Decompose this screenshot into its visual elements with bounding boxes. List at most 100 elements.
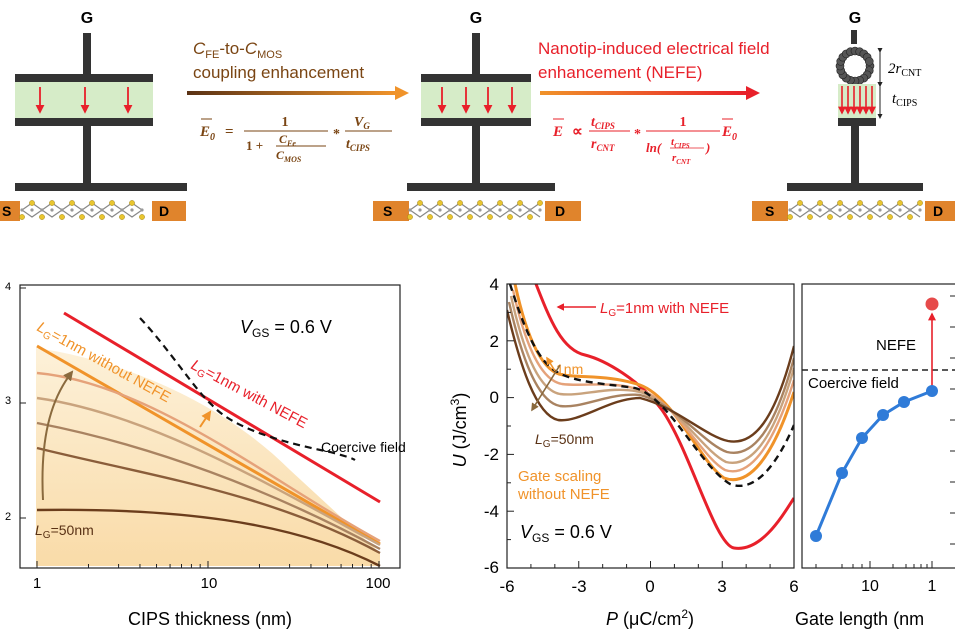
gate-stem-lower [83, 126, 91, 184]
mos2-channel [407, 200, 543, 220]
top-electrode [15, 74, 153, 82]
ytick-3: 3 [5, 395, 11, 407]
svg-text:CMOS: CMOS [276, 148, 302, 164]
cnt-ring [835, 46, 875, 86]
energy-curve-0 [534, 284, 794, 550]
nefe-arrow: Nanotip-induced electrical field enhance… [538, 39, 770, 166]
panel2-ylabel: U (J/cm3) [448, 393, 470, 468]
series-line-5 [36, 446, 381, 555]
svg-text:): ) [705, 140, 710, 155]
source-label: S [2, 203, 11, 219]
svg-text:D: D [555, 203, 565, 219]
svg-text:E0: E0 [199, 124, 215, 143]
gate-length-point-2 [856, 432, 868, 444]
panel3-frame [801, 283, 955, 569]
nefe-gain-arrow [199, 410, 212, 428]
gate-stem [83, 33, 91, 75]
gate-label: G [81, 10, 93, 27]
svg-text:3: 3 [717, 577, 726, 596]
svg-text:-3: -3 [571, 577, 586, 596]
svg-text:=: = [225, 124, 234, 140]
p2-vgs-annotation: VGS = 0.6 V [520, 522, 612, 545]
cnt-diameter-label: 2rCNT [888, 61, 921, 79]
svg-text:-6: -6 [484, 558, 499, 577]
svg-text:tCIPS: tCIPS [671, 136, 690, 150]
nefe-title-line1: Nanotip-induced electrical field [538, 39, 770, 58]
p3-xlabel: Gate length (nm [795, 609, 924, 629]
panel2-yticks: 4 2 0 -2 -4 -6 [484, 275, 499, 577]
device-schematic-1: G S D [0, 10, 187, 221]
gate-length-point-5 [926, 385, 938, 397]
svg-text:-6: -6 [499, 577, 514, 596]
xtick-1: 1 [33, 575, 41, 592]
gate-length-point-4 [898, 396, 910, 408]
svg-text:D: D [933, 203, 943, 219]
p3-xtick-10: 10 [861, 578, 879, 595]
svg-text:∝: ∝ [572, 124, 583, 140]
svg-text:tCIPS: tCIPS [591, 115, 615, 131]
p2-with-nefe-label: LG=1nm with NEFE [600, 300, 729, 319]
p3-coercive-label: Coercive field [808, 375, 899, 392]
drain-pad [152, 201, 186, 221]
p3-nefe-label: NEFE [876, 337, 916, 354]
gate-length-line [814, 389, 933, 537]
p2-1nm-label: 1nm [556, 361, 583, 377]
svg-text:1: 1 [282, 115, 289, 130]
mos2-channel [787, 200, 923, 220]
svg-text:-2: -2 [484, 445, 499, 464]
svg-text:E0: E0 [721, 124, 737, 143]
panel2-ticks [506, 283, 795, 569]
equation-e: E ∝ tCIPS rCNT * 1 ln( tCIPS rCNT ) E0 [552, 115, 737, 166]
gate-scaling-label: Gate scaling [518, 468, 601, 485]
energy-curve-3 [509, 295, 794, 465]
gate-label-2: G [470, 10, 482, 27]
series-line-1 [36, 344, 381, 546]
svg-text:rCNT: rCNT [672, 152, 691, 166]
coercive-dashed-line [139, 317, 356, 461]
equation-e0: E0 = 1 1 + CFe CMOS * VG tCIPS [199, 115, 392, 164]
coupling-arrow-shaft [187, 91, 395, 95]
xtick-10: 10 [201, 575, 218, 592]
xaxis-label: CIPS thickness (nm) [128, 609, 292, 629]
series-line-6 [36, 508, 381, 568]
coupling-title-line2: coupling enhancement [193, 63, 364, 82]
energy-curve-4 [507, 301, 794, 455]
ferroelectric-layer [15, 82, 153, 118]
series-line-2 [36, 371, 381, 543]
lg50-label: LG=50nm [35, 522, 94, 541]
panel3-ticks [815, 295, 955, 568]
device-schematic-2: G S D [373, 10, 581, 221]
coercive-energy-curve [508, 284, 794, 487]
device-schematic-3: G S D 2rCNT tCIPS [752, 10, 955, 221]
source-pad [0, 201, 20, 221]
coercive-label: Coercive field [321, 439, 406, 455]
ytick-4: 4 [5, 281, 11, 293]
svg-text:0: 0 [490, 388, 499, 407]
bottom-electrode [15, 118, 153, 126]
svg-text:-4: -4 [484, 502, 499, 521]
svg-text:ln(: ln( [646, 140, 663, 155]
panel-cips-thickness: 4 3 2 1 10 100 CIPS thickness (nm) VGS =… [5, 281, 406, 629]
svg-text:6: 6 [789, 577, 798, 596]
series-line-3 [36, 396, 381, 547]
without-nefe-label-2: without NEFE [517, 486, 610, 503]
coupling-title-line1: CFE-to-CMOS [193, 39, 282, 61]
svg-text:CFe: CFe [279, 132, 296, 148]
svg-text:VG: VG [354, 115, 370, 131]
xtick-100: 100 [365, 575, 390, 592]
energy-curve-5 [507, 309, 794, 443]
svg-text:*: * [634, 127, 641, 142]
svg-text:1: 1 [680, 115, 687, 130]
svg-text:1 +: 1 + [246, 138, 263, 153]
p3-xtick-1: 1 [928, 578, 937, 595]
gate-length-point-1 [836, 467, 848, 479]
panel-energy-landscape: 4 2 0 -2 -4 -6 -6 -3 0 3 6 P (μC/cm2) U … [448, 275, 799, 629]
gate-length-points [810, 297, 939, 542]
svg-text:0: 0 [645, 577, 654, 596]
svg-text:*: * [333, 127, 340, 142]
panel1-ticks [20, 287, 380, 568]
gate-plate [15, 183, 187, 191]
p2-lg50-label: LG=50nm [535, 431, 594, 450]
ytick-2: 2 [5, 511, 11, 523]
